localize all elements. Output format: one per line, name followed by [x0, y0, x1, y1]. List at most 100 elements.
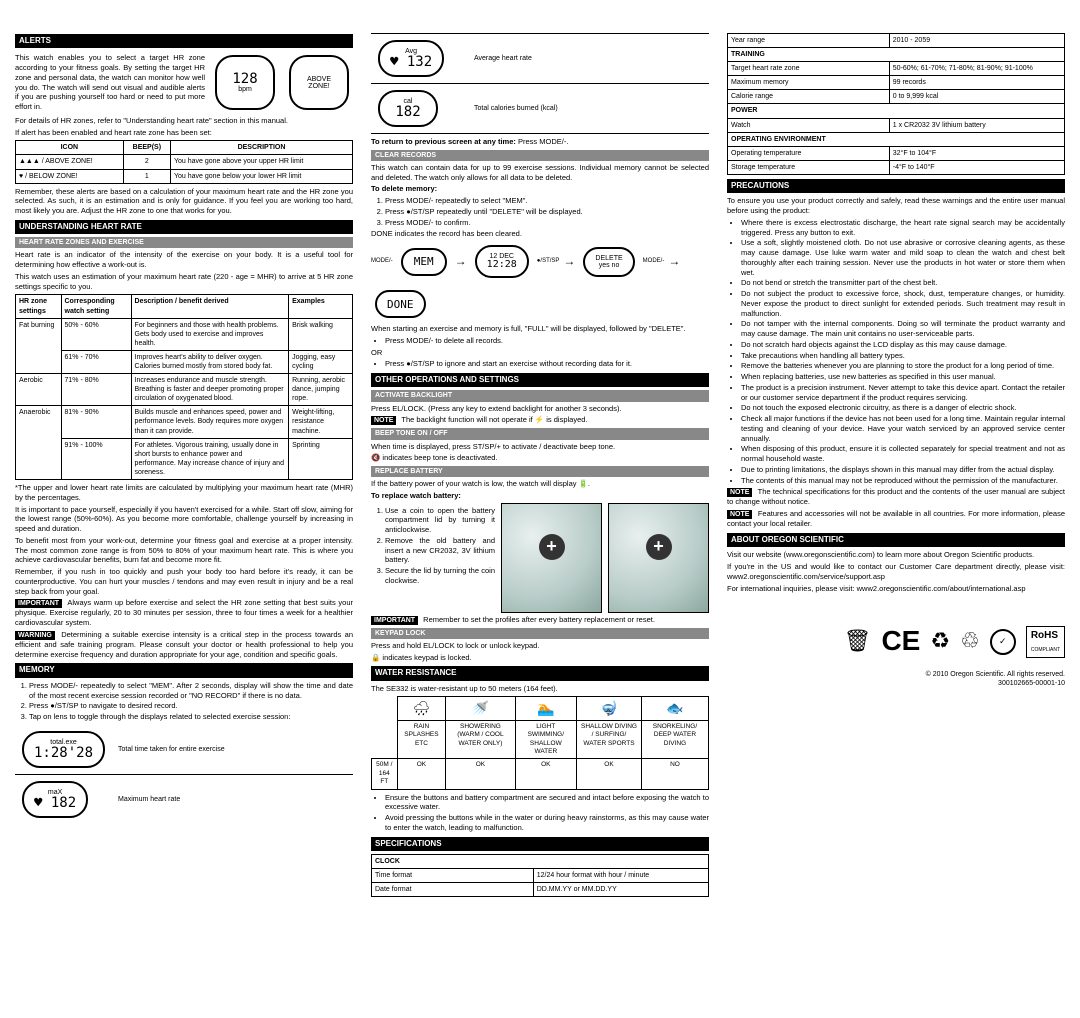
arrow-icon: → — [455, 254, 467, 270]
rohs-text: RoHS — [1031, 630, 1058, 641]
clear-done: DONE indicates the record has been clear… — [371, 229, 709, 239]
recycle-icon-2: ♲ — [960, 627, 980, 656]
list-item: Secure the lid by turning the coin clock… — [385, 566, 495, 586]
cell: Watch — [728, 118, 890, 132]
list-item: Check all major functions if the device … — [741, 414, 1065, 443]
list-item: The product is a precision instrument. N… — [741, 383, 1065, 403]
cell: Maximum memory — [728, 76, 890, 90]
list-item: Remove the old battery and insert a new … — [385, 536, 495, 565]
alerts-table: ICONBEEP(S)DESCRIPTION ▲▲▲ / ABOVE ZONE!… — [15, 140, 353, 183]
th-beeps: BEEP(S) — [123, 141, 170, 155]
list-item: Do not bend or stretch the transmitter p… — [741, 278, 1065, 288]
cert-circle-icon: ✓ — [990, 629, 1016, 655]
cell: OK — [446, 759, 515, 789]
cell: Time format — [372, 869, 534, 883]
copyright: © 2010 Oregon Scientific. All rights res… — [727, 670, 1065, 679]
list-item: Press ●/ST/SP to navigate to desired rec… — [29, 701, 353, 711]
cell: ▲▲▲ / ABOVE ZONE! — [16, 155, 124, 169]
list-item: Use a soft, slightly moistened cloth. Do… — [741, 238, 1065, 277]
seq-lcd: MEM — [401, 248, 447, 276]
list-item: The contents of this manual may not be r… — [741, 476, 1065, 486]
list-item: Press MODE/- to confirm. — [385, 218, 709, 228]
lcd-value: 12:28 — [487, 260, 517, 270]
avg-cal-table: Avg♥ 132Average heart rate cal182Total c… — [371, 33, 709, 134]
list-item: When disposing of this product, ensure i… — [741, 444, 1065, 464]
shower-icon: 🚿 — [449, 699, 511, 717]
column-2: Avg♥ 132Average heart rate cal182Total c… — [371, 30, 709, 900]
cell: Year range — [728, 34, 890, 48]
list-item: Do not touch the exposed electronic circ… — [741, 403, 1065, 413]
lcd-value: ♥ 182 — [34, 796, 76, 810]
cell: SNORKELING/ DEEP WATER DIVING — [641, 720, 708, 759]
lcd-value: 128 — [232, 72, 257, 86]
beep-sub: BEEP TONE ON / OFF — [371, 428, 709, 439]
ce-icon: CE — [881, 623, 920, 659]
important-1: IMPORTANT Always warm up before exercise… — [15, 598, 353, 628]
alerts-text-4: Remember, these alerts are based on a ca… — [15, 187, 353, 216]
battery-image-1: + — [501, 503, 602, 613]
seq-lcd: DONE — [375, 290, 426, 318]
cell: DD.MM.YY or MM.DD.YY — [533, 883, 708, 897]
list-item: Press MODE/- repeatedly to select "MEM". — [385, 196, 709, 206]
cell: 1 x CR2032 3V lithium battery — [889, 118, 1064, 132]
cell: 0 to 9,999 kcal — [889, 90, 1064, 104]
note-1: NOTE The technical specifications for th… — [727, 487, 1065, 507]
cell: 32°F to 104°F — [889, 146, 1064, 160]
mem-lcd-2: maX♥ 182 — [22, 781, 88, 818]
lcd-value: 1:28'28 — [34, 746, 93, 760]
cell: Operating temperature — [728, 146, 890, 160]
list-item: Press MODE/- to delete all records. — [385, 336, 709, 346]
cell: 50M / 164 FT — [372, 759, 398, 789]
cell: SHOWERING (WARM / COOL WATER ONLY) — [446, 720, 515, 759]
cell: Anaerobic — [16, 406, 62, 480]
warning-text: Determining a suitable exercise intensit… — [15, 630, 353, 659]
cell: 99 records — [889, 76, 1064, 90]
alerts-text-1: This watch enables you to select a targe… — [15, 53, 205, 112]
cell: 91% - 100% — [61, 438, 131, 479]
th: Corresponding watch setting — [61, 295, 131, 318]
important-label: IMPORTANT — [371, 616, 418, 625]
backlight-sub: ACTIVATE BACKLIGHT — [371, 390, 709, 401]
important-label: IMPORTANT — [15, 599, 62, 608]
cell: Running, aerobic dance, jumping rope. — [289, 374, 353, 406]
note-2: NOTE Features and accessories will not b… — [727, 509, 1065, 529]
uhr-p2: This watch uses an estimation of your ma… — [15, 272, 353, 292]
column-1: ALERTS This watch enables you to select … — [15, 30, 353, 900]
uhr-p6: Remember, if you rush in too quickly and… — [15, 567, 353, 596]
th: Examples — [289, 295, 353, 318]
battery-image-2: + — [608, 503, 709, 613]
other-header: OTHER OPERATIONS AND SETTINGS — [371, 373, 709, 387]
weee-icon: 🗑 — [844, 627, 872, 656]
cell: Target heart rate zone — [728, 62, 890, 76]
list-item: Due to printing limitations, the display… — [741, 465, 1065, 475]
spec-table-cont: Year range2010 - 2059 TRAINING Target he… — [727, 33, 1065, 175]
cell: NO — [641, 759, 708, 789]
list-item: Press ●/ST/SP repeatedly until "DELETE" … — [385, 207, 709, 217]
snorkel-icon: 🐟 — [645, 699, 705, 717]
cell: 2 — [123, 155, 170, 169]
cell: -4°F to 140°F — [889, 160, 1064, 174]
keypad-sub: KEYPAD LOCK — [371, 628, 709, 639]
clear-options: Press MODE/- to delete all records. — [385, 336, 709, 346]
note-text: The backlight function will not operate … — [399, 415, 587, 424]
spec-section: TRAINING — [728, 48, 1065, 62]
list-item: Take precautions when handling all batte… — [741, 351, 1065, 361]
about-p1: Visit our website (www.oregonscientific.… — [727, 550, 1065, 560]
list-item: When replacing batteries, use new batter… — [741, 372, 1065, 382]
dive-icon: 🤿 — [580, 699, 638, 717]
warning-1: WARNING Determining a suitable exercise … — [15, 630, 353, 660]
list-item: Use a coin to open the battery compartme… — [385, 506, 495, 535]
th-icon: ICON — [16, 141, 124, 155]
cell: Builds muscle and enhances speed, power … — [131, 406, 289, 438]
arrow-icon: → — [563, 254, 575, 270]
wr-notes: Ensure the buttons and battery compartme… — [385, 793, 709, 833]
list-item: Where there is excess electrostatic disc… — [741, 218, 1065, 238]
cell: Increases endurance and muscle strength.… — [131, 374, 289, 406]
spec-section: CLOCK — [372, 855, 709, 869]
lcd-line2: ZONE! — [308, 83, 329, 90]
mem-lcd-1: total.exe1:28'28 — [22, 731, 105, 768]
lcd-desc: Average heart rate — [471, 34, 709, 84]
backlight-p1: Press EL/LOCK. (Press any key to extend … — [371, 404, 709, 414]
swim-icon: 🏊 — [519, 699, 574, 717]
rohs-badge: RoHSCOMPLIANT — [1026, 626, 1065, 658]
